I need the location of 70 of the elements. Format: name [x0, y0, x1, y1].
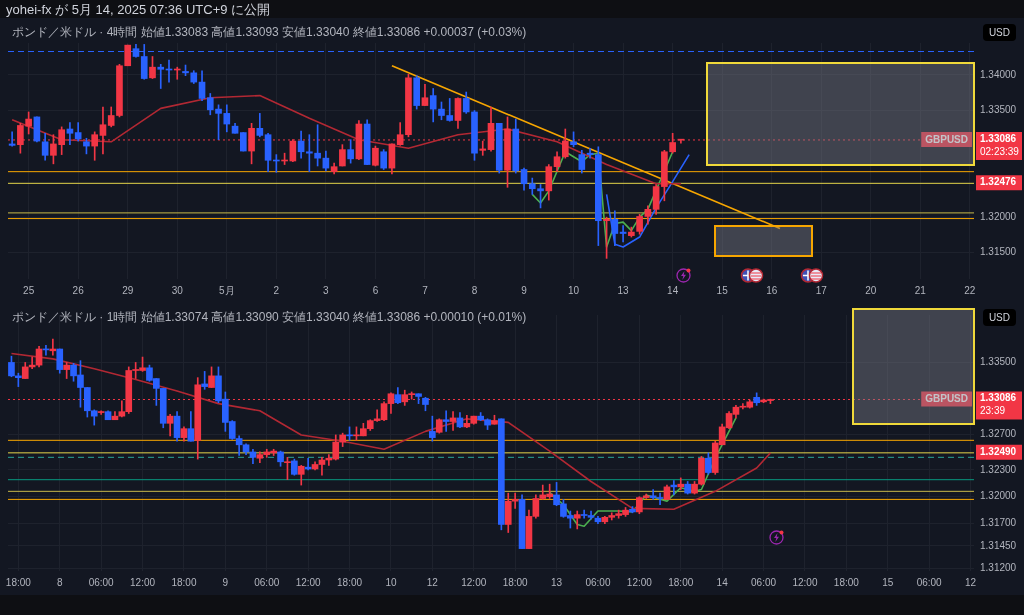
x-tick-label: 12:00 [792, 576, 818, 588]
x-tick-label: 2 [273, 284, 280, 296]
text: yohei-fx が 5月 14, 2025 07:36 UTC+9 に公開 [6, 1, 271, 19]
candlestick [66, 122, 74, 145]
y-axis-title: USD [982, 309, 1016, 326]
x-tick-label: 21 [914, 284, 927, 296]
y-tick-label: 1.34000 [980, 68, 1017, 80]
x-tick-label: 18:00 [5, 576, 32, 588]
y-axis-title: USD [982, 24, 1016, 41]
x-tick-label: 12 [964, 576, 977, 588]
y-tick-label: 1.33500 [980, 104, 1017, 116]
x-tick-label: 06:00 [916, 576, 943, 588]
x-tick-label: 12:00 [461, 576, 487, 588]
x-tick-label: 5月 [219, 284, 235, 296]
y-tick-label: 1.31450 [980, 539, 1017, 551]
chart-title: ポンド／米ドル · 4時間 始値1.33083 高値1.33093 安値1.33040 終値1.33086 +0.00037 (+0.03%) [12, 24, 527, 41]
x-tick-label: 29 [122, 284, 134, 296]
ref-line-label: 1.32476 [980, 176, 1017, 188]
x-tick-label: 6 [372, 284, 379, 296]
candlestick [442, 410, 450, 432]
x-tick-label: 25 [23, 284, 35, 296]
x-tick-label: 9 [222, 576, 229, 588]
x-tick-label: 14 [716, 576, 729, 588]
y-tick-label: 1.31700 [980, 517, 1017, 529]
ref-line-label: 1.32490 [980, 445, 1017, 457]
x-tick-label: 06:00 [751, 576, 777, 588]
x-tick-label: 8 [471, 284, 478, 296]
y-tick-label: 1.32000 [980, 210, 1017, 222]
x-tick-label: 18:00 [833, 576, 860, 588]
x-tick-label: 18:00 [502, 576, 529, 588]
y-tick-label: 1.32700 [980, 427, 1017, 439]
x-tick-label: 3 [323, 284, 330, 296]
annotation: GBPUSD [925, 133, 969, 145]
y-tick-label: 1.32000 [980, 490, 1017, 502]
x-tick-label: 12:00 [295, 576, 322, 588]
x-tick-label: 15 [882, 576, 894, 588]
y-tick-label: 1.33500 [980, 356, 1017, 368]
x-tick-label: 20 [865, 284, 877, 296]
y-tick-label: 1.32300 [980, 463, 1017, 475]
x-tick-label: 7 [422, 284, 429, 296]
x-tick-label: 16 [766, 284, 778, 296]
x-tick-label: 06:00 [88, 576, 115, 588]
x-tick-label: 14 [667, 284, 679, 296]
x-tick-label: 17 [815, 284, 828, 296]
x-tick-label: 30 [171, 284, 184, 296]
x-tick-label: 10 [385, 576, 397, 588]
candlestick [677, 477, 685, 490]
y-tick-label: 1.31200 [980, 562, 1017, 574]
x-tick-label: 8 [56, 576, 63, 588]
ref-line-label: 1.33086 02:23:39 [980, 132, 1020, 157]
x-tick-label: 18:00 [171, 576, 197, 588]
x-tick-label: 9 [521, 284, 528, 296]
x-tick-label: 12:00 [130, 576, 156, 588]
x-tick-label: 26 [72, 284, 85, 296]
x-tick-label: 12 [426, 576, 439, 588]
x-tick-label: 13 [550, 576, 563, 588]
x-tick-label: 18:00 [668, 576, 694, 588]
x-tick-label: 06:00 [585, 576, 611, 588]
x-tick-label: 18:00 [337, 576, 363, 588]
x-tick-label: 10 [568, 284, 580, 296]
candlestick [157, 64, 165, 89]
x-tick-label: 15 [716, 284, 729, 296]
x-tick-label: 13 [617, 284, 630, 296]
chart-title: ポンド／米ドル · 1時間 始値1.33074 高値1.33090 安値1.33040 終値1.33086 +0.00010 (+0.01%) [12, 309, 527, 326]
x-tick-label: 06:00 [254, 576, 280, 588]
ref-line-label: 1.33086 23:39 [980, 392, 1017, 417]
annotation: GBPUSD [925, 393, 969, 405]
x-tick-label: 12:00 [626, 576, 653, 588]
x-tick-label: 22 [964, 284, 976, 296]
y-tick-label: 1.31500 [980, 246, 1017, 258]
